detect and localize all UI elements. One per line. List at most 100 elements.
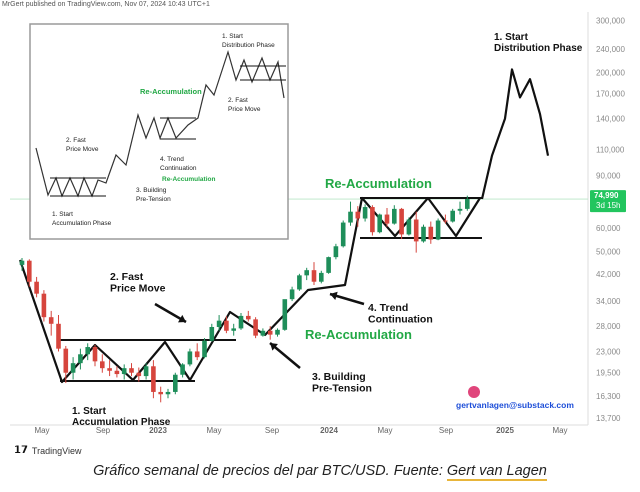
- candle-body: [19, 260, 25, 265]
- inset-label: Accumulation Phase: [52, 220, 112, 227]
- publisher-header: MrGert published on TradingView.com, Nov…: [2, 1, 210, 8]
- inset-label: Re-Accumulation: [162, 176, 215, 183]
- x-tick-label: May: [377, 426, 392, 435]
- inset-frame: [29, 23, 289, 240]
- inset-label: 3. Building: [136, 187, 167, 194]
- y-tick-label: 13,700: [596, 414, 621, 423]
- candle-body: [275, 329, 280, 335]
- x-tick-label: May: [206, 426, 221, 435]
- x-tick-label: Sep: [439, 426, 454, 435]
- candle-body: [421, 226, 426, 242]
- x-tick-label: Sep: [96, 426, 111, 435]
- candle-body: [348, 211, 353, 223]
- candle-body: [56, 323, 61, 349]
- y-tick-label: 140,000: [596, 115, 625, 124]
- price-label-value: 74,990: [594, 191, 619, 200]
- candle-body: [121, 368, 127, 375]
- candle-body: [340, 222, 346, 247]
- candle-body: [406, 219, 412, 235]
- candle-body: [107, 368, 112, 371]
- candle-body: [41, 293, 47, 318]
- y-tick-label: 60,000: [596, 224, 621, 233]
- inset-label: 4. Trend: [160, 156, 184, 163]
- building-arrow-head: [270, 343, 278, 351]
- candle-body: [48, 317, 54, 324]
- tradingview-logo-icon: 𝟭𝟳: [14, 445, 28, 456]
- candle-body: [202, 340, 207, 358]
- x-tick-label: May: [552, 426, 567, 435]
- x-tick-label: 2023: [149, 426, 167, 435]
- candle-body: [63, 348, 69, 373]
- candle-body: [333, 246, 339, 258]
- candle-body: [246, 315, 251, 320]
- candle-body: [34, 281, 39, 294]
- candle-body: [27, 260, 32, 282]
- inset-label: Price Move: [228, 106, 261, 113]
- inset-label: 2. Fast: [228, 97, 248, 104]
- annotation-distribution: 1. Start: [494, 32, 529, 43]
- inset-label: Re-Accumulation: [140, 87, 202, 96]
- candle-body: [413, 219, 419, 242]
- x-tick-label: May: [34, 426, 49, 435]
- y-tick-label: 200,000: [596, 69, 625, 78]
- annotation-fast_move: Price Move: [110, 283, 166, 295]
- candle-body: [100, 361, 105, 369]
- candle-body: [311, 270, 317, 282]
- candle-body: [289, 289, 295, 300]
- inset-label: Price Move: [66, 146, 99, 153]
- candle-body: [70, 363, 76, 373]
- inset-label: Pre-Tension: [136, 196, 171, 203]
- candle-body: [362, 207, 368, 219]
- candle-body: [114, 370, 120, 375]
- candle-body: [173, 374, 178, 392]
- inset-label: Continuation: [160, 165, 197, 172]
- candle-body: [377, 214, 382, 233]
- price-label-countdown: 3d 15h: [596, 201, 620, 210]
- tradingview-brand: 𝟭𝟳 TradingView: [14, 445, 81, 456]
- y-tick-label: 34,000: [596, 297, 621, 306]
- y-tick-label: 19,500: [596, 369, 621, 378]
- y-tick-label: 240,000: [596, 45, 625, 54]
- candle-body: [231, 328, 236, 331]
- caption-text: Gráfico semanal de precios del par BTC/U…: [93, 463, 447, 479]
- fast-move-arrow-head: [178, 314, 186, 323]
- candle-body: [92, 347, 98, 362]
- y-tick-label: 28,000: [596, 322, 621, 331]
- candle-body: [267, 330, 273, 335]
- tradingview-name: TradingView: [31, 445, 82, 456]
- y-tick-label: 90,000: [596, 172, 621, 181]
- annotation-trend_cont: 4. Trend: [368, 302, 408, 314]
- annotation-building: Pre-Tension: [312, 383, 372, 395]
- y-tick-label: 42,000: [596, 270, 621, 279]
- y-tick-label: 110,000: [596, 146, 625, 155]
- annotation-distribution: Distribution Phase: [494, 43, 583, 54]
- candle-body: [399, 208, 404, 235]
- candle-body: [465, 199, 470, 209]
- candle-body: [384, 214, 390, 224]
- inset-label: 1. Start: [222, 33, 243, 40]
- caption-source-link[interactable]: Gert van Lagen: [446, 463, 547, 481]
- candle-body: [165, 391, 171, 395]
- candle-body: [260, 330, 266, 336]
- candle-body: [151, 366, 156, 392]
- inset-label: 1. Start: [52, 211, 73, 218]
- candle-body: [370, 207, 375, 233]
- candle-body: [158, 391, 163, 395]
- candle-body: [450, 210, 455, 222]
- candle-body: [143, 366, 149, 377]
- figure-caption: Gráfico semanal de precios del par BTC/U…: [0, 463, 640, 481]
- candle-body: [326, 257, 331, 273]
- candle-body: [136, 372, 142, 377]
- candle-body: [319, 272, 324, 282]
- candle-body: [435, 220, 441, 240]
- annotation-accumulation: Accumulation Phase: [72, 417, 171, 428]
- annotation-accumulation: 1. Start: [72, 406, 107, 417]
- inset-schematic-path: [35, 49, 285, 198]
- candle-body: [209, 327, 215, 341]
- candle-body: [253, 319, 258, 336]
- inset-label: Distribution Phase: [222, 42, 275, 49]
- annotation-fast_move: 2. Fast: [110, 271, 144, 283]
- candle-body: [216, 320, 222, 328]
